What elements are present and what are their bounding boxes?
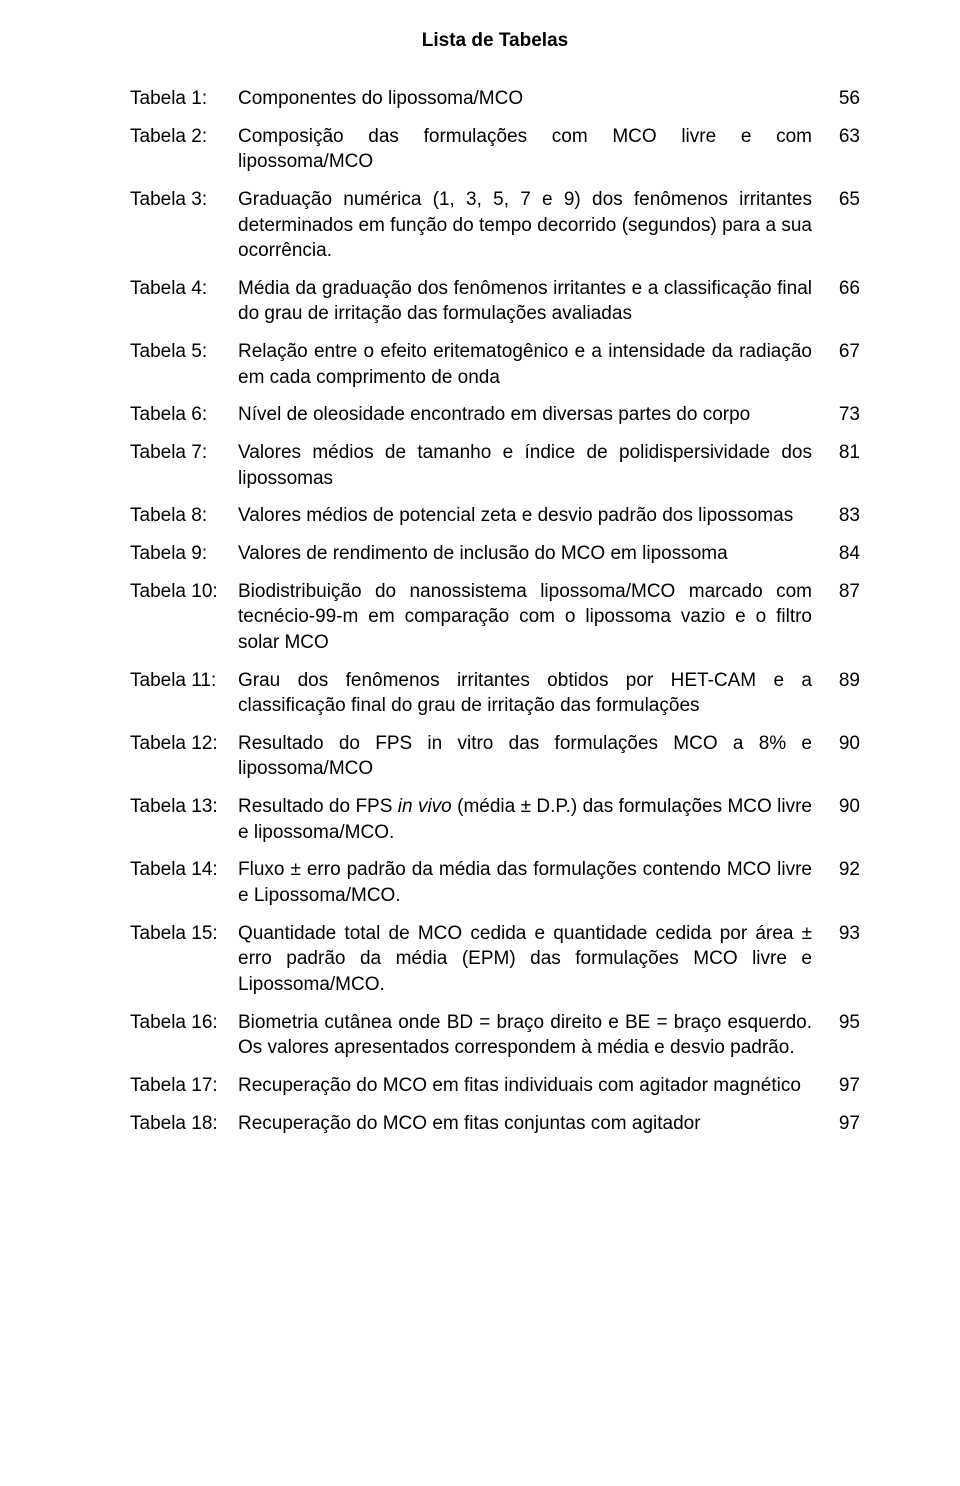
toc-list: Tabela 1:Componentes do lipossoma/MCO56T… <box>130 86 860 1136</box>
toc-entry-page: 97 <box>830 1111 860 1137</box>
toc-entry-page: 56 <box>830 86 860 112</box>
toc-entry-description: Resultado do FPS in vitro das formulaçõe… <box>238 731 830 782</box>
toc-entry-label: Tabela 4: <box>130 276 238 302</box>
toc-entry: Tabela 3:Graduação numérica (1, 3, 5, 7 … <box>130 187 860 264</box>
toc-entry-page: 84 <box>830 541 860 567</box>
toc-entry: Tabela 10:Biodistribuição do nanossistem… <box>130 579 860 656</box>
toc-entry-label: Tabela 5: <box>130 339 238 365</box>
toc-entry-label: Tabela 17: <box>130 1073 238 1099</box>
toc-entry-description: Graduação numérica (1, 3, 5, 7 e 9) dos … <box>238 187 830 264</box>
toc-entry: Tabela 5:Relação entre o efeito eritemat… <box>130 339 860 390</box>
toc-entry: Tabela 17:Recuperação do MCO em fitas in… <box>130 1073 860 1099</box>
toc-entry: Tabela 13:Resultado do FPS in vivo (médi… <box>130 794 860 845</box>
toc-entry-page: 66 <box>830 276 860 302</box>
toc-entry-description: Recuperação do MCO em fitas conjuntas co… <box>238 1111 830 1137</box>
toc-entry: Tabela 14:Fluxo ± erro padrão da média d… <box>130 857 860 908</box>
toc-entry-description: Relação entre o efeito eritematogênico e… <box>238 339 830 390</box>
toc-entry-description: Nível de oleosidade encontrado em divers… <box>238 402 830 428</box>
toc-entry-label: Tabela 7: <box>130 440 238 466</box>
toc-entry: Tabela 6:Nível de oleosidade encontrado … <box>130 402 860 428</box>
toc-entry-label: Tabela 16: <box>130 1010 238 1036</box>
toc-entry-page: 81 <box>830 440 860 466</box>
toc-entry-label: Tabela 8: <box>130 503 238 529</box>
toc-entry-description: Composição das formulações com MCO livre… <box>238 124 830 175</box>
toc-entry-description: Valores médios de tamanho e índice de po… <box>238 440 830 491</box>
toc-entry-label: Tabela 1: <box>130 86 238 112</box>
toc-entry-page: 67 <box>830 339 860 365</box>
toc-entry: Tabela 9:Valores de rendimento de inclus… <box>130 541 860 567</box>
toc-entry-page: 83 <box>830 503 860 529</box>
toc-entry-label: Tabela 3: <box>130 187 238 213</box>
toc-entry-description: Valores de rendimento de inclusão do MCO… <box>238 541 830 567</box>
toc-entry-page: 97 <box>830 1073 860 1099</box>
toc-entry-page: 89 <box>830 668 860 694</box>
toc-entry-label: Tabela 9: <box>130 541 238 567</box>
toc-entry-label: Tabela 14: <box>130 857 238 883</box>
toc-entry-description: Biometria cutânea onde BD = braço direit… <box>238 1010 830 1061</box>
toc-entry-label: Tabela 11: <box>130 668 238 694</box>
toc-entry-page: 93 <box>830 921 860 947</box>
toc-entry-page: 90 <box>830 794 860 820</box>
toc-entry: Tabela 18:Recuperação do MCO em fitas co… <box>130 1111 860 1137</box>
toc-entry-page: 87 <box>830 579 860 605</box>
toc-entry-description: Média da graduação dos fenômenos irritan… <box>238 276 830 327</box>
toc-entry-page: 92 <box>830 857 860 883</box>
toc-entry-page: 63 <box>830 124 860 150</box>
toc-entry: Tabela 7:Valores médios de tamanho e índ… <box>130 440 860 491</box>
toc-entry: Tabela 12:Resultado do FPS in vitro das … <box>130 731 860 782</box>
toc-entry: Tabela 16:Biometria cutânea onde BD = br… <box>130 1010 860 1061</box>
toc-entry: Tabela 1:Componentes do lipossoma/MCO56 <box>130 86 860 112</box>
toc-entry-description: Componentes do lipossoma/MCO <box>238 86 830 112</box>
toc-entry-label: Tabela 18: <box>130 1111 238 1137</box>
toc-entry-label: Tabela 6: <box>130 402 238 428</box>
toc-entry-label: Tabela 10: <box>130 579 238 605</box>
toc-entry-page: 73 <box>830 402 860 428</box>
toc-entry-page: 65 <box>830 187 860 213</box>
toc-entry-page: 90 <box>830 731 860 757</box>
toc-entry-description: Recuperação do MCO em fitas individuais … <box>238 1073 830 1099</box>
toc-entry-description: Grau dos fenômenos irritantes obtidos po… <box>238 668 830 719</box>
toc-entry-label: Tabela 12: <box>130 731 238 757</box>
toc-entry: Tabela 4:Média da graduação dos fenômeno… <box>130 276 860 327</box>
toc-entry-description: Fluxo ± erro padrão da média das formula… <box>238 857 830 908</box>
toc-entry-label: Tabela 2: <box>130 124 238 150</box>
toc-entry: Tabela 11:Grau dos fenômenos irritantes … <box>130 668 860 719</box>
toc-entry-description: Quantidade total de MCO cedida e quantid… <box>238 921 830 998</box>
toc-entry-description: Resultado do FPS in vivo (média ± D.P.) … <box>238 794 830 845</box>
toc-entry: Tabela 2:Composição das formulações com … <box>130 124 860 175</box>
page-title: Lista de Tabelas <box>130 30 860 52</box>
toc-entry-description: Biodistribuição do nanossistema lipossom… <box>238 579 830 656</box>
toc-entry: Tabela 15:Quantidade total de MCO cedida… <box>130 921 860 998</box>
toc-entry-label: Tabela 13: <box>130 794 238 820</box>
toc-entry-page: 95 <box>830 1010 860 1036</box>
toc-entry: Tabela 8:Valores médios de potencial zet… <box>130 503 860 529</box>
toc-entry-label: Tabela 15: <box>130 921 238 947</box>
toc-entry-description: Valores médios de potencial zeta e desvi… <box>238 503 830 529</box>
